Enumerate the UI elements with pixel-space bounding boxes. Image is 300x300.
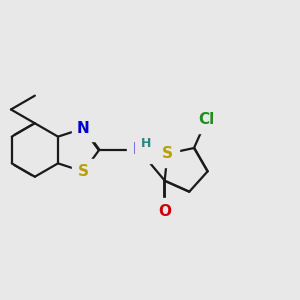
Text: S: S <box>78 164 89 179</box>
Text: S: S <box>162 146 173 161</box>
Text: H: H <box>141 137 151 150</box>
Text: Cl: Cl <box>198 112 214 128</box>
Text: N: N <box>133 142 146 158</box>
Text: O: O <box>158 204 171 219</box>
Text: N: N <box>77 121 90 136</box>
